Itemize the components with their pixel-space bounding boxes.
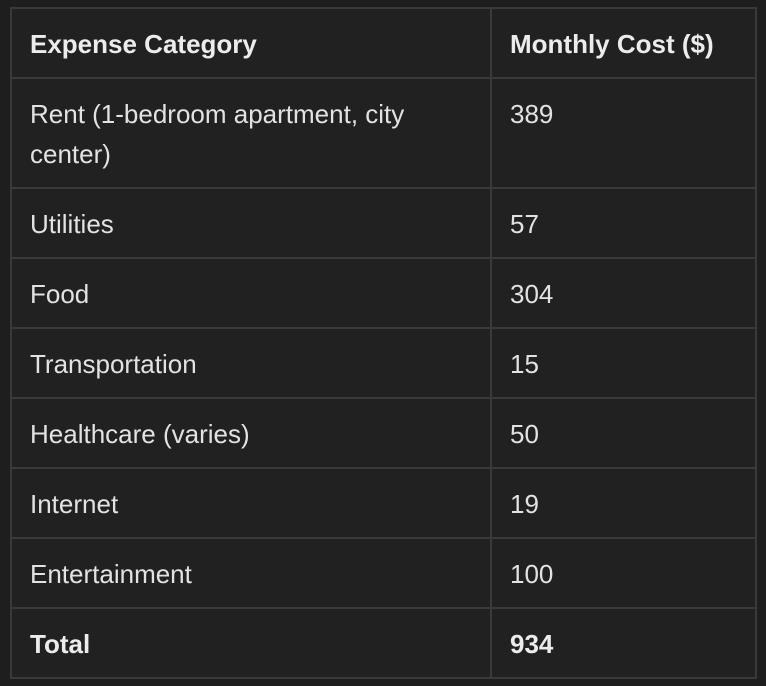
cell-category: Transportation: [10, 327, 492, 399]
column-header-cost: Monthly Cost ($): [490, 7, 757, 79]
table-row: Rent (1-bedroom apartment, city center) …: [10, 77, 757, 189]
cell-cost: 57: [490, 187, 757, 259]
column-header-category: Expense Category: [10, 7, 492, 79]
cell-cost: 19: [490, 467, 757, 539]
cell-category: Entertainment: [10, 537, 492, 609]
cell-category: Rent (1-bedroom apartment, city center): [10, 77, 492, 189]
table-row: Utilities 57: [10, 187, 757, 259]
table-row: Transportation 15: [10, 327, 757, 399]
total-cost: 934: [490, 607, 757, 679]
cell-cost: 15: [490, 327, 757, 399]
table-body: Rent (1-bedroom apartment, city center) …: [10, 77, 757, 679]
cell-category: Internet: [10, 467, 492, 539]
table-header: Expense Category Monthly Cost ($): [10, 7, 757, 79]
total-row: Total 934: [10, 607, 757, 679]
cell-cost: 100: [490, 537, 757, 609]
cell-category: Food: [10, 257, 492, 329]
table-row: Internet 19: [10, 467, 757, 539]
cell-cost: 50: [490, 397, 757, 469]
header-row: Expense Category Monthly Cost ($): [10, 7, 757, 79]
cell-cost: 304: [490, 257, 757, 329]
table-row: Entertainment 100: [10, 537, 757, 609]
expense-table: Expense Category Monthly Cost ($) Rent (…: [10, 7, 757, 679]
table-row: Food 304: [10, 257, 757, 329]
cell-category: Utilities: [10, 187, 492, 259]
cell-cost: 389: [490, 77, 757, 189]
table-row: Healthcare (varies) 50: [10, 397, 757, 469]
cell-category: Healthcare (varies): [10, 397, 492, 469]
total-label: Total: [10, 607, 492, 679]
